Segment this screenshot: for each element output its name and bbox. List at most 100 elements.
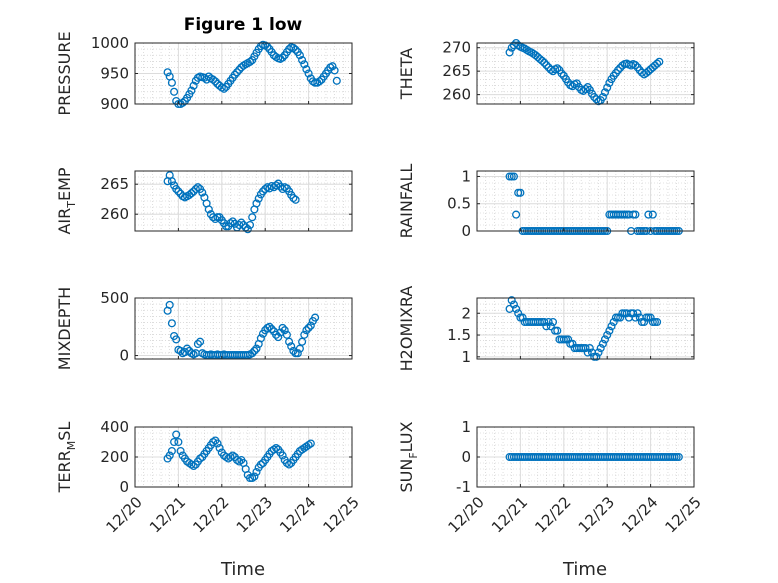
data-point [300,330,309,339]
subplot-h2omixra: 1 1.5 2 H2OMIXRA [397,286,695,371]
y-tick-label: 2 [461,304,471,322]
data-point [557,69,566,78]
data-point [165,300,174,309]
data-point [267,325,276,334]
data-point [306,439,315,448]
data-point [172,430,181,439]
data-point [304,440,313,450]
data-point [230,70,239,79]
x-tick-label: 12/24 [618,493,661,536]
data-point [609,317,618,327]
data-point [613,66,623,75]
data-point [256,460,265,469]
data-point [165,451,174,460]
data-point [196,337,205,346]
x-tick-label: 12/23 [233,493,276,536]
data-point [507,296,516,305]
data-point [269,445,278,454]
data-point [544,317,553,327]
subplot-mixdepth: 0 500 MIXDEPTH [55,287,353,370]
figure-title: Figure 1 low [184,15,303,35]
y-axis-label: AIRTEMP [55,167,78,234]
data-point [232,455,242,465]
y-tick-label: 1 [461,348,471,366]
data-point [655,57,664,66]
x-axis-label-right: Time [562,559,607,580]
data-point [564,335,573,344]
y-axis-label: MIXDEPTH [55,287,74,370]
data-point [278,451,287,460]
data-point [280,326,289,335]
axes-box [134,297,353,360]
data-point [590,92,599,102]
data-point [170,87,179,96]
y-tick-label: 260 [442,86,471,104]
data-point [581,84,590,94]
data-point [631,61,640,70]
x-tick-label: 12/23 [575,493,618,536]
y-axis-label: SUNFLUX [397,421,420,492]
data-point [505,48,514,57]
data-point [583,348,592,357]
data-point [243,225,252,234]
y-tick-label: 1 [461,418,471,436]
data-point [512,304,521,313]
x-tick-label: 12/20 [445,493,488,536]
data-point [189,81,198,90]
x-axis-label-left: Time [220,559,265,580]
data-point [245,220,255,230]
data-point [514,41,523,50]
data-point [633,309,642,318]
data-point [298,337,307,346]
data-point [553,64,562,73]
data-point [631,313,640,322]
data-point [209,75,218,84]
data-point [232,68,242,77]
data-point [265,322,274,331]
data-point [235,65,244,74]
data-point [598,339,607,348]
data-point [646,313,655,322]
data-point [209,437,218,447]
data-point [170,437,179,447]
y-tick-label: 200 [100,448,129,466]
data-point [274,333,283,342]
data-point [282,458,291,468]
data-point [509,172,518,181]
data-point [616,313,625,322]
data-point [605,326,614,335]
data-point [542,322,551,331]
data-point [248,349,257,358]
x-tick-label: 12/24 [276,493,319,536]
data-point [629,309,638,318]
data-point [187,460,196,469]
data-point [291,195,300,204]
y-tick-label: 265 [100,175,129,193]
data-point [172,184,181,194]
data-point [163,68,172,77]
data-point [568,339,577,348]
y-tick-label: 500 [100,289,129,307]
data-point [167,78,176,87]
data-point [607,322,616,331]
data-point [594,348,603,357]
data-point [189,461,198,471]
data-point [302,65,311,74]
data-point [215,443,224,453]
data-point [272,443,281,453]
data-point [304,69,313,78]
data-point [600,88,610,97]
data-point [191,184,200,194]
data-point [272,330,281,339]
data-point [285,337,294,346]
data-point [213,439,222,448]
subplot-terr_msl: 0 200 400 TERRMSL 12/20 12/21 12/22 12/23 12/24 1… [55,418,363,536]
data-point [228,217,237,226]
data-point [256,334,265,343]
data-point [653,59,662,68]
data-point [512,210,521,219]
data-point [245,57,255,66]
data-point [598,92,607,102]
data-point [193,183,202,192]
